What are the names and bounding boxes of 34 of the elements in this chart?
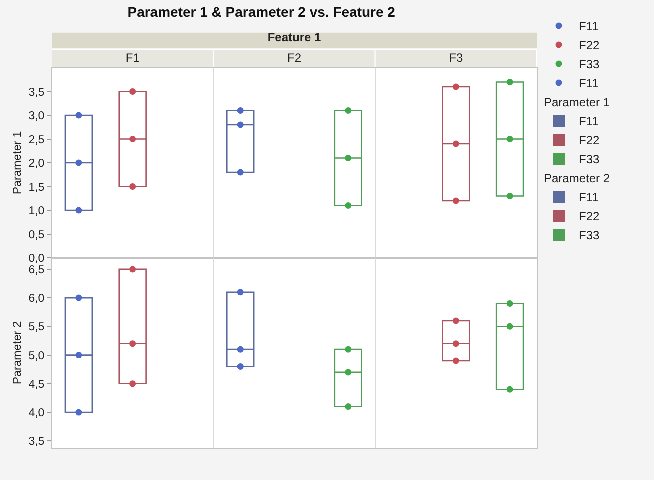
- y-axis-title: Parameter 1: [544, 96, 610, 110]
- x-tick-label: F2: [287, 51, 302, 66]
- y-tick-label: 0,0: [28, 253, 45, 266]
- y-tick-label: 6,0: [28, 293, 45, 306]
- y-tick-label: 5,0: [28, 350, 45, 362]
- y-tick-label: 3,5: [28, 436, 45, 448]
- y-tick-label: 2,0: [28, 158, 45, 170]
- y-tick-label: 4,5: [28, 378, 45, 391]
- legend-label: F22: [579, 210, 600, 224]
- y-tick-label: 5,5: [28, 322, 45, 334]
- legend-label: F33: [579, 152, 600, 167]
- y-tick-label: 1,5: [28, 182, 45, 194]
- text: Parameter 1: [12, 131, 24, 195]
- y-tick-label: 3,0: [28, 110, 45, 123]
- y-tick-label: 6,5: [28, 264, 45, 276]
- legend-label: F33: [579, 58, 600, 72]
- legend-label: F33: [579, 228, 600, 243]
- y-tick-label: 2,5: [28, 134, 45, 146]
- legend-label: F22: [579, 38, 600, 53]
- legend-label: F11: [579, 20, 600, 34]
- legend-label: F11: [579, 190, 600, 205]
- x-tick-label: F1: [126, 51, 140, 66]
- y-axis-title: Parameter 2: [12, 321, 24, 385]
- legend-label: F11: [579, 114, 600, 129]
- chart-title: Parameter 1 & Parameter 2 vs. Feature 2: [128, 4, 396, 20]
- x-tick-label: F3: [449, 51, 464, 66]
- y-tick-label: 1,0: [28, 206, 45, 218]
- x-axis-title: Feature 1: [268, 30, 322, 44]
- legend-label: F11: [579, 76, 600, 91]
- text: Parameter 2: [544, 172, 610, 186]
- y-tick-label: 4,0: [28, 408, 45, 420]
- y-tick-label: 3,5: [28, 86, 45, 99]
- legend-label: F22: [579, 134, 600, 148]
- y-tick-label: 0,5: [28, 229, 45, 242]
